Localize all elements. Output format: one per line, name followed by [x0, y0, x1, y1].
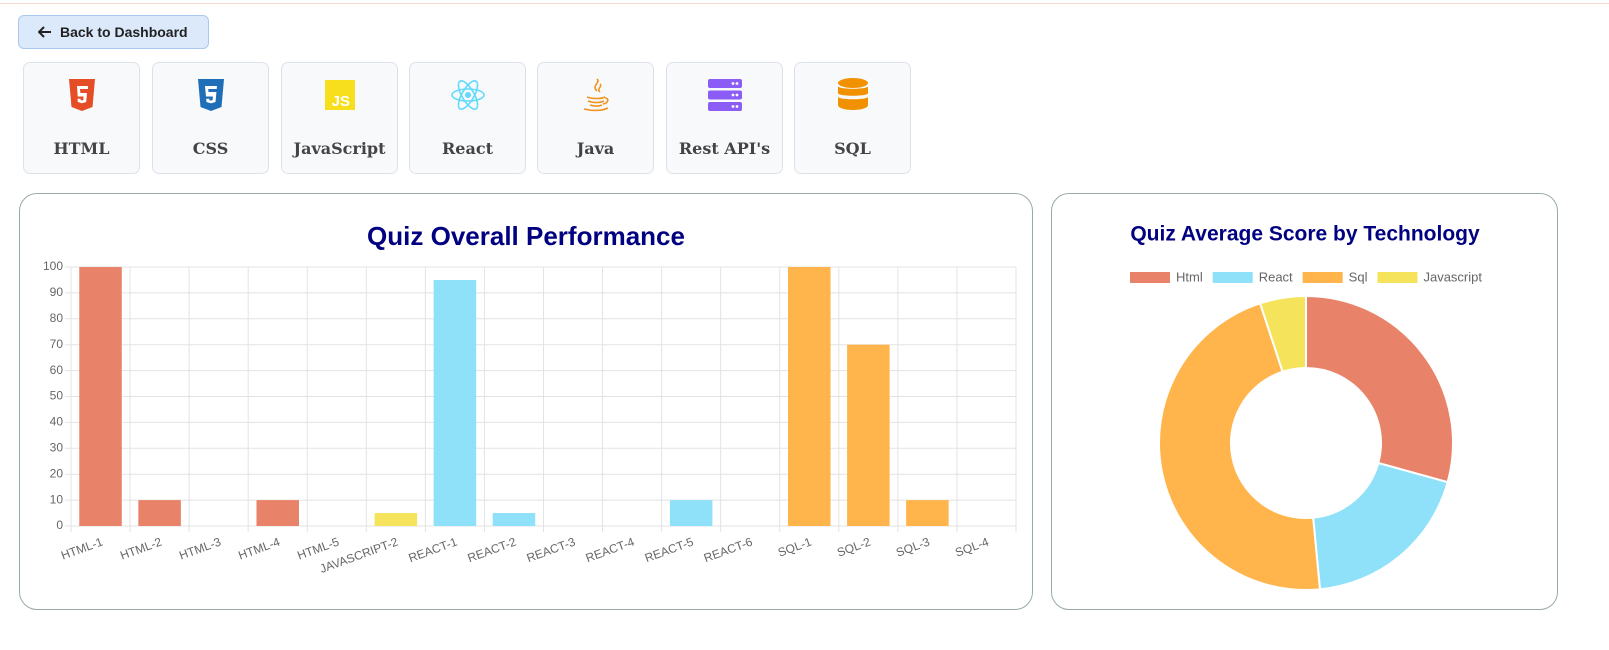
- donut-slice: [1305, 294, 1454, 484]
- donut-slice: [1158, 302, 1322, 591]
- y-tick-label: 80: [50, 311, 64, 325]
- x-tick-label: REACT-3: [525, 535, 578, 566]
- card-label: Java: [576, 139, 615, 158]
- x-tick-label: REACT-5: [643, 535, 696, 566]
- js-icon-text: JS: [332, 93, 350, 110]
- donut-slice: [1312, 461, 1449, 591]
- y-tick-label: 90: [50, 285, 64, 299]
- legend-swatch: [1212, 272, 1253, 283]
- java-icon: [583, 78, 609, 112]
- card-label: Rest API's: [678, 139, 771, 158]
- legend-swatch: [1129, 272, 1170, 283]
- x-tick-label: REACT-4: [584, 535, 637, 566]
- y-tick-label: 20: [50, 466, 64, 480]
- tech-card[interactable]: React: [409, 62, 526, 174]
- x-tick-label: REACT-2: [466, 535, 519, 566]
- donut-slice: [1258, 294, 1307, 374]
- back-label: Back to Dashboard: [60, 24, 188, 40]
- tech-card[interactable]: HTML: [23, 62, 140, 174]
- donut-panel: Quiz Average Score by Technology Html Rea…: [1051, 193, 1558, 610]
- top-border: [0, 3, 1609, 4]
- js-icon: JS: [325, 80, 355, 110]
- legend-label: Javascript: [1423, 269, 1482, 284]
- legend-swatch: [1302, 272, 1343, 283]
- x-tick-label: SQL-3: [894, 535, 932, 560]
- bar: [79, 267, 122, 526]
- y-tick-label: 30: [50, 440, 64, 454]
- react-icon: [451, 80, 485, 110]
- tech-card[interactable]: JS JavaScript: [281, 62, 398, 174]
- css-icon: [198, 79, 224, 111]
- legend-label: Html: [1176, 269, 1203, 284]
- back-button[interactable]: Back to Dashboard: [18, 15, 209, 49]
- y-tick-label: 50: [50, 389, 64, 403]
- x-tick-label: REACT-1: [407, 535, 460, 566]
- legend-label: React: [1259, 269, 1293, 284]
- y-tick-label: 40: [50, 415, 64, 429]
- tech-card[interactable]: Rest API's: [666, 62, 783, 174]
- y-tick-label: 10: [50, 492, 64, 506]
- donut-chart: Quiz Average Score by Technology Html Rea…: [1129, 223, 1482, 591]
- bar: [788, 267, 831, 526]
- tech-card[interactable]: Java: [537, 62, 654, 174]
- bar: [138, 500, 181, 526]
- x-tick-label: HTML-1: [59, 535, 105, 563]
- bar: [256, 500, 299, 526]
- y-tick-label: 60: [50, 363, 64, 377]
- bar-panel: Quiz Overall Performance 0 10 20 30 40 50 60 70…: [19, 193, 1033, 610]
- tech-card[interactable]: CSS: [152, 62, 269, 174]
- y-tick-label: 100: [43, 259, 63, 273]
- card-label: React: [442, 139, 493, 158]
- bar-chart: Quiz Overall Performance 0 10 20 30 40 50 60 70…: [43, 221, 1017, 576]
- api-icon: [708, 79, 742, 111]
- chart-title: Quiz Overall Performance: [367, 221, 685, 251]
- arrow-icon: [38, 26, 51, 38]
- tech-card[interactable]: SQL: [794, 62, 911, 174]
- html-icon: [69, 79, 95, 111]
- card-label: HTML: [53, 139, 110, 158]
- x-tick-label: SQL-1: [776, 535, 814, 560]
- chart-title: Quiz Average Score by Technology: [1130, 223, 1480, 246]
- sql-icon: [838, 78, 868, 110]
- x-tick-label: HTML-3: [177, 535, 223, 563]
- bar: [433, 279, 477, 526]
- x-tick-label: HTML-4: [236, 535, 282, 563]
- bar: [669, 500, 713, 526]
- legend-swatch: [1377, 272, 1418, 283]
- x-tick-label: REACT-6: [702, 535, 755, 566]
- x-tick-label: HTML-2: [118, 535, 164, 563]
- bar: [906, 500, 949, 526]
- card-label: JavaScript: [293, 139, 386, 158]
- y-tick-label: 0: [56, 518, 63, 532]
- legend-label: Sql: [1349, 269, 1368, 284]
- bar: [492, 513, 536, 526]
- bar: [374, 513, 418, 526]
- bar: [847, 344, 890, 526]
- x-tick-label: SQL-4: [953, 535, 991, 560]
- y-tick-label: 70: [50, 337, 64, 351]
- card-label: SQL: [834, 139, 871, 158]
- x-tick-label: SQL-2: [835, 535, 873, 560]
- card-label: CSS: [192, 139, 229, 158]
